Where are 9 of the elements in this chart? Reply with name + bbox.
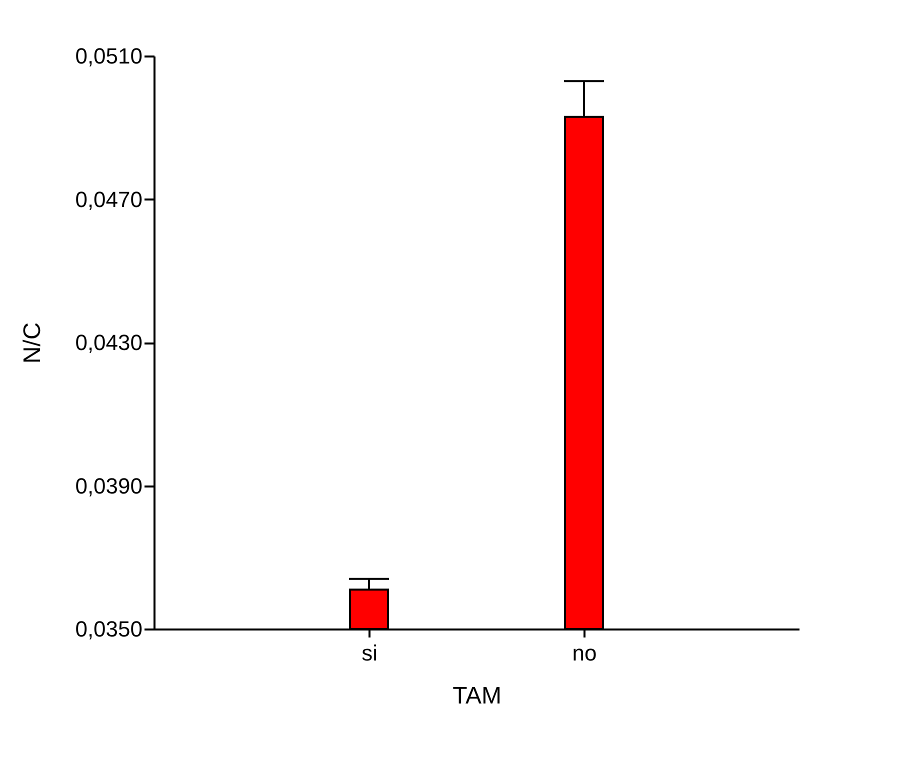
y-tick-label: 0,0350	[75, 616, 142, 642]
x-tick-label: no	[572, 640, 597, 666]
y-tick-label: 0,0430	[75, 330, 142, 355]
x-tick-label: si	[362, 640, 378, 666]
y-tick-label: 0,0390	[75, 473, 142, 498]
y-axis-title: N/C	[19, 322, 46, 364]
y-tick-label: 0,0510	[75, 44, 142, 68]
y-tick-label: 0,0470	[75, 186, 142, 212]
x-axis-title: TAM	[452, 682, 502, 710]
